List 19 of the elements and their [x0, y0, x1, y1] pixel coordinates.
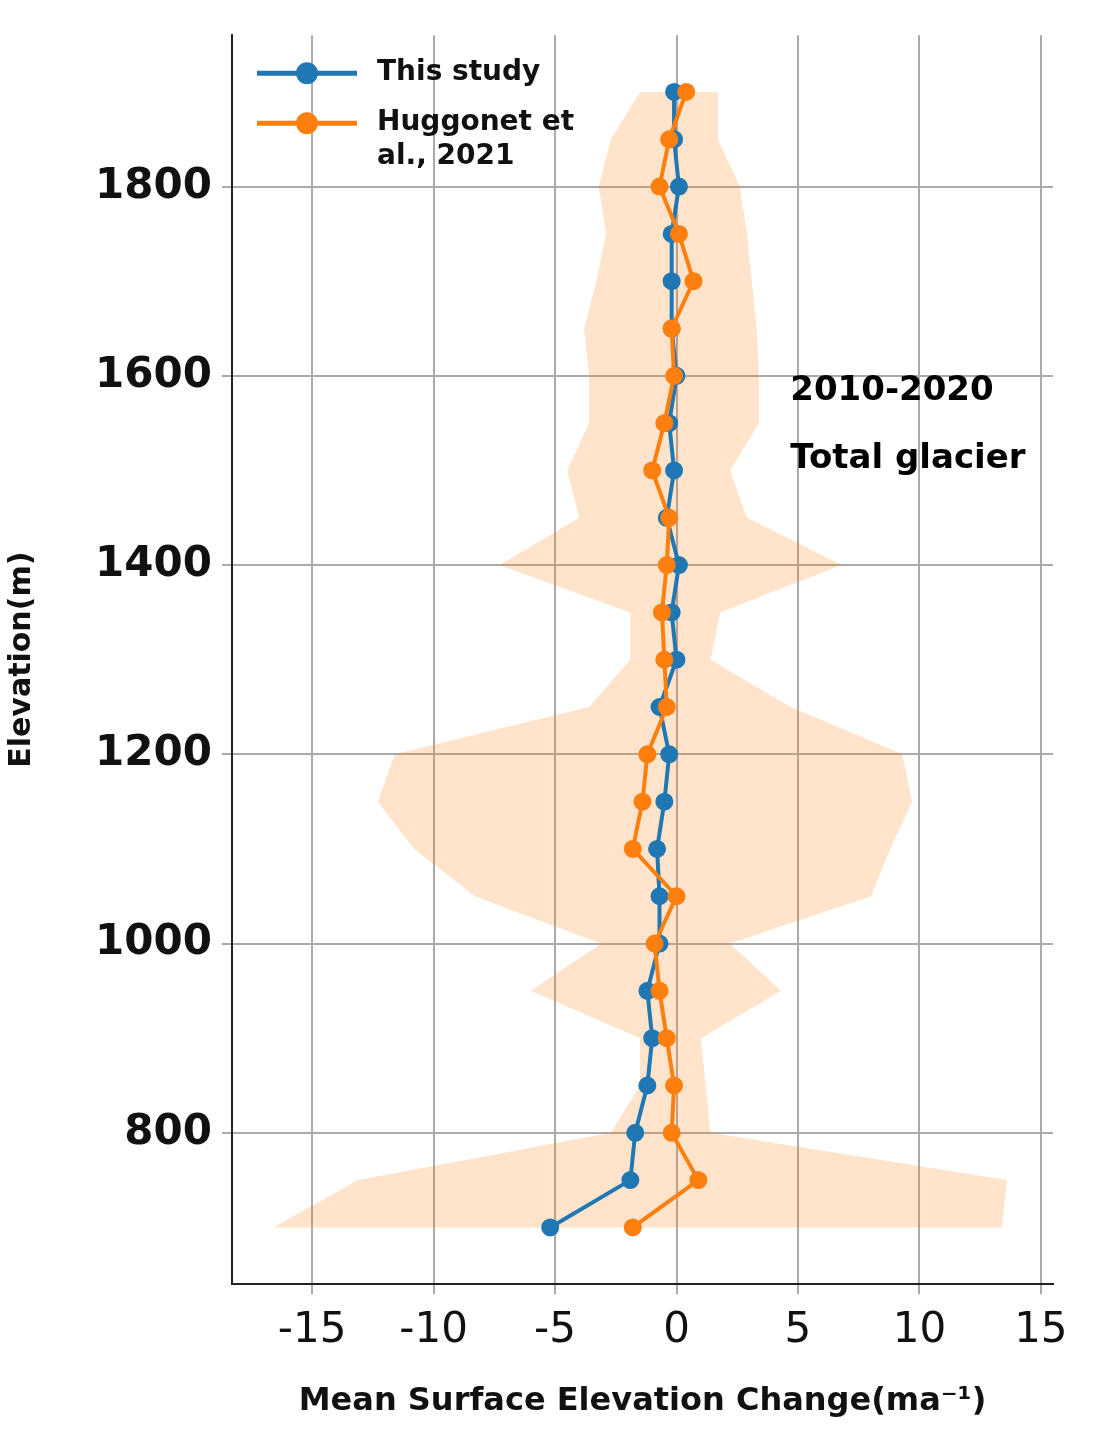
y-tick-label: 800 — [124, 1104, 212, 1154]
x-tick-label: -10 — [399, 1303, 468, 1353]
x-tick-label: -5 — [534, 1303, 576, 1353]
y-tick-label: 1800 — [95, 158, 212, 208]
y-tick-label: 1000 — [95, 915, 212, 965]
x-tick-label: 0 — [663, 1303, 690, 1353]
x-tick-label: 15 — [1014, 1303, 1068, 1353]
x-tick-label: -15 — [277, 1303, 347, 1353]
x-axis-title: Mean Surface Elevation Change(ma⁻¹) — [298, 1380, 987, 1419]
y-tick-label: 1400 — [95, 536, 212, 586]
legend-label: This study — [377, 54, 541, 88]
legend-label: Huggonet et al., 2021 — [377, 104, 575, 172]
y-tick-label: 1200 — [95, 726, 212, 776]
y-tick-label: 1600 — [95, 347, 212, 397]
annotation: Total glacier — [790, 435, 1026, 476]
y-axis-title: Elevation(m) — [1, 551, 37, 768]
annotation: 2010-2020 — [790, 367, 994, 408]
x-tick-label: 10 — [892, 1303, 947, 1353]
x-tick-label: 5 — [784, 1303, 812, 1353]
